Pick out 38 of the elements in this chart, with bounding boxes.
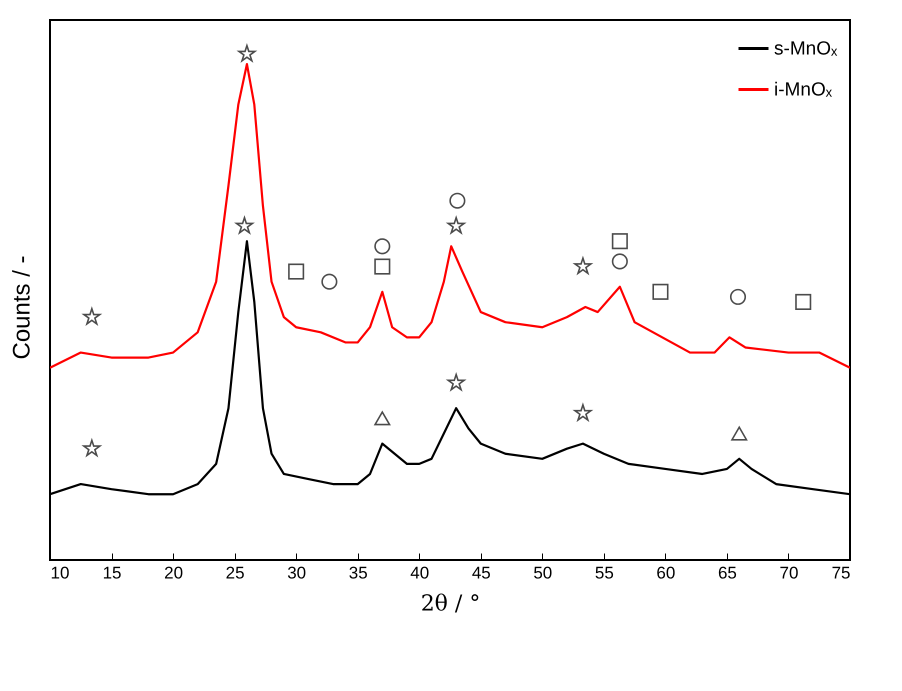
point bbox=[236, 216, 254, 234]
legend-label: i-MnOₓ bbox=[774, 80, 833, 100]
x-axis-title: 2θ / ° bbox=[420, 592, 480, 616]
point bbox=[447, 216, 465, 234]
point bbox=[447, 374, 465, 390]
point bbox=[374, 258, 390, 275]
x-tick-label: 65 bbox=[718, 564, 737, 582]
x-tick-label: 35 bbox=[348, 564, 368, 582]
x-tick-label: 20 bbox=[164, 564, 184, 582]
x-tick-label: 50 bbox=[533, 564, 552, 582]
y-axis-title: Counts / - bbox=[8, 255, 36, 360]
point bbox=[321, 274, 338, 290]
point bbox=[374, 238, 390, 254]
point bbox=[83, 308, 101, 325]
point bbox=[238, 44, 256, 62]
point bbox=[795, 294, 812, 310]
point bbox=[374, 411, 390, 426]
point bbox=[652, 284, 669, 300]
point bbox=[574, 257, 592, 274]
x-tick-label: 55 bbox=[594, 564, 614, 582]
x-tick-label: 40 bbox=[410, 564, 430, 582]
x-tick-label: 30 bbox=[287, 564, 306, 582]
legend-label: s-MnOₓ bbox=[774, 38, 838, 60]
point bbox=[612, 233, 628, 250]
point bbox=[288, 264, 304, 280]
x-tick-label: 75 bbox=[832, 564, 850, 582]
x-tick-label: 60 bbox=[656, 564, 676, 582]
point bbox=[574, 404, 592, 421]
x-tick-label: 10 bbox=[50, 564, 70, 582]
point bbox=[730, 288, 746, 305]
x-tick-label: 15 bbox=[102, 564, 122, 582]
x-tick-label: 70 bbox=[780, 564, 798, 582]
point bbox=[449, 192, 466, 209]
point bbox=[612, 253, 628, 270]
x-tick-label: 25 bbox=[226, 564, 245, 582]
x-tick-label: 45 bbox=[472, 564, 491, 582]
point bbox=[83, 440, 101, 456]
point bbox=[731, 426, 748, 441]
